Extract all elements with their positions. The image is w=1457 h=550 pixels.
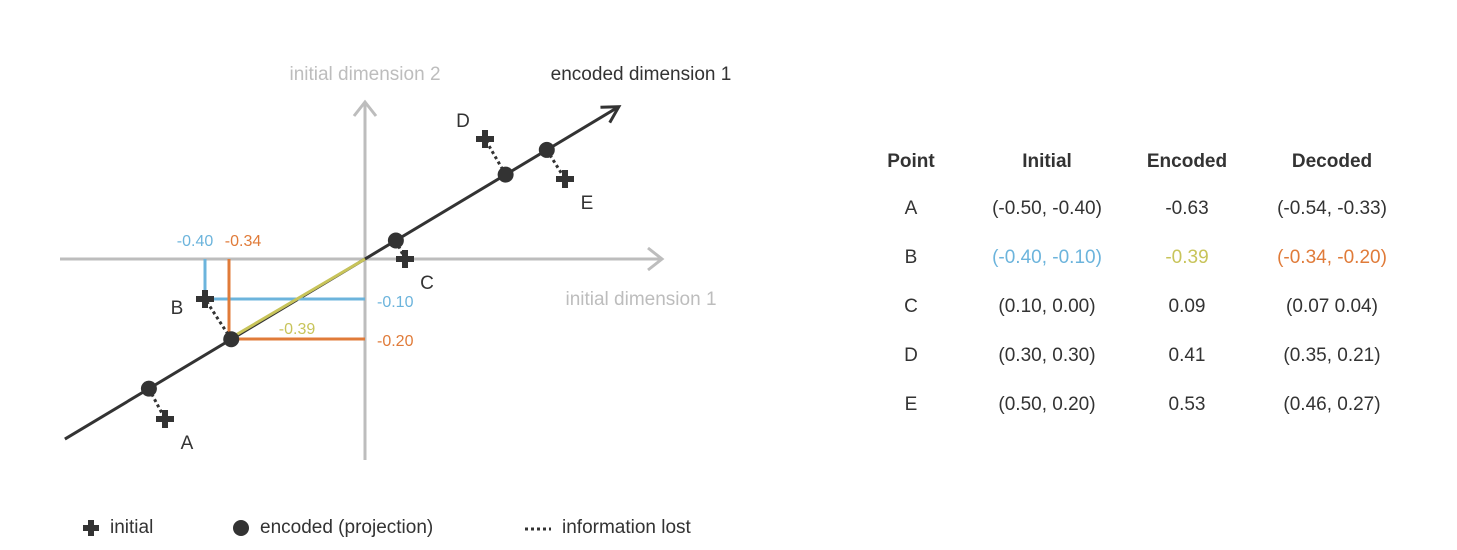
cell-initial: (0.30, 0.30) xyxy=(998,344,1096,366)
table-header-row: Point Initial Encoded Decoded xyxy=(860,140,1422,184)
cell-encoded: -0.39 xyxy=(1165,246,1209,268)
initial-point-e xyxy=(556,170,574,188)
legend-label-lost: information lost xyxy=(562,517,691,538)
encoded-point-b xyxy=(223,331,240,348)
arrowhead-x-icon xyxy=(647,246,665,272)
table-row-highlighted: B (-0.40, -0.10) -0.39 (-0.34, -0.20) xyxy=(860,233,1422,282)
projection-diagram: initial dimension 2 initial dimension 1 en… xyxy=(60,64,732,460)
cell-initial: (0.10, 0.00) xyxy=(998,295,1096,317)
point-label-e: E xyxy=(581,193,594,214)
arrowhead-encoded-icon xyxy=(600,105,622,124)
dot-icon xyxy=(233,520,249,536)
cell-point: E xyxy=(904,393,918,415)
cell-encoded: -0.63 xyxy=(1165,197,1209,219)
points-layer xyxy=(140,130,574,428)
header-encoded: Encoded xyxy=(1146,151,1228,172)
axis-title-initial-dim2: initial dimension 2 xyxy=(289,64,440,85)
initial-point-b xyxy=(196,290,214,308)
point-label-a: A xyxy=(181,433,194,454)
cell-encoded: 0.53 xyxy=(1168,393,1206,415)
initial-point-c xyxy=(396,250,414,268)
legend-label-encoded: encoded (projection) xyxy=(260,517,434,538)
header-initial: Initial xyxy=(1022,151,1072,172)
annotation-b-initial-y: -0.10 xyxy=(377,294,414,311)
cell-initial: (0.50, 0.20) xyxy=(998,393,1096,415)
legend-item-initial: initial xyxy=(82,517,153,539)
encoded-point-c xyxy=(387,232,404,249)
annotation-b-decoded-x: -0.34 xyxy=(225,233,262,250)
annotation-b-encoded: -0.39 xyxy=(279,321,316,338)
guide-encoded-segment xyxy=(228,257,366,341)
cell-initial: (-0.40, -0.10) xyxy=(992,246,1102,268)
point-label-d: D xyxy=(456,111,470,132)
cell-decoded: (-0.34, -0.20) xyxy=(1277,246,1387,268)
cell-point: D xyxy=(904,344,918,366)
cell-initial: (-0.50, -0.40) xyxy=(992,197,1102,219)
axis-title-initial-dim1: initial dimension 1 xyxy=(565,289,716,310)
plus-horizontal-bar xyxy=(396,256,414,262)
table-row: A (-0.50, -0.40) -0.63 (-0.54, -0.33) xyxy=(860,184,1422,233)
plus-icon xyxy=(83,520,99,536)
dotted-line-icon xyxy=(525,527,551,531)
encoded-point-a xyxy=(140,380,157,397)
plus-horizontal-bar xyxy=(476,136,494,142)
header-decoded: Decoded xyxy=(1291,151,1373,172)
table-row: E (0.50, 0.20) 0.53 (0.46, 0.27) xyxy=(860,380,1422,429)
labels-layer: initial dimension 2 initial dimension 1 en… xyxy=(171,64,732,454)
cell-encoded: 0.41 xyxy=(1168,344,1206,366)
initial-point-a xyxy=(156,410,174,428)
encoded-point-d xyxy=(497,166,514,183)
arrowhead-y-icon xyxy=(352,99,378,117)
cell-point: A xyxy=(904,197,918,219)
encoded-point-e xyxy=(538,141,555,158)
cell-point: C xyxy=(904,295,918,317)
info-lost-line-b xyxy=(203,298,233,341)
axis-title-encoded-dim1: encoded dimension 1 xyxy=(551,64,732,85)
cell-decoded: (-0.54, -0.33) xyxy=(1277,197,1387,219)
axes-layer xyxy=(60,99,665,460)
plus-horizontal-bar xyxy=(556,176,574,182)
cell-encoded: 0.09 xyxy=(1168,295,1206,317)
point-label-b: B xyxy=(171,298,184,319)
cell-decoded: (0.46, 0.27) xyxy=(1283,393,1381,415)
legend-label-initial: initial xyxy=(110,517,154,538)
legend-item-encoded: encoded (projection) xyxy=(232,517,433,539)
plus-horizontal-bar xyxy=(156,416,174,422)
guides-layer xyxy=(203,257,366,341)
header-point: Point xyxy=(887,151,935,172)
point-label-c: C xyxy=(420,273,434,294)
annotation-b-decoded-y: -0.20 xyxy=(377,333,414,350)
annotation-b-initial-x: -0.40 xyxy=(177,233,214,250)
legend-item-lost: information lost xyxy=(524,517,691,539)
table-row: C (0.10, 0.00) 0.09 (0.07 0.04) xyxy=(860,282,1422,331)
cell-decoded: (0.35, 0.21) xyxy=(1283,344,1381,366)
table-row: D (0.30, 0.30) 0.41 (0.35, 0.21) xyxy=(860,331,1422,380)
plus-horizontal-bar xyxy=(196,296,214,302)
cell-point: B xyxy=(904,246,918,268)
initial-point-d xyxy=(476,130,494,148)
cell-decoded: (0.07 0.04) xyxy=(1286,295,1378,317)
projection-table: Point Initial Encoded Decoded A (-0.50, … xyxy=(860,140,1422,429)
